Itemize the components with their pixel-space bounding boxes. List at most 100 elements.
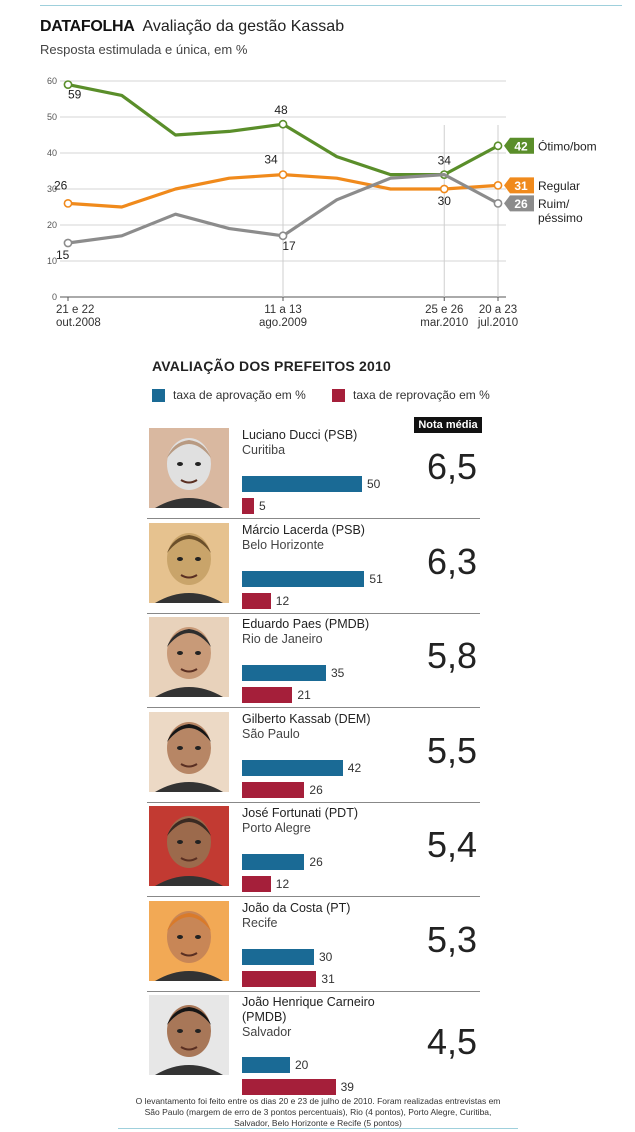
data-label: 34	[264, 153, 278, 167]
mayor-name-block: José Fortunati (PDT) Porto Alegre	[242, 806, 392, 836]
end-point	[493, 198, 503, 208]
mayor-name-block: Gilberto Kassab (DEM) São Paulo	[242, 712, 392, 742]
mayor-photo	[149, 428, 229, 508]
legend-approval-label: taxa de aprovação em %	[173, 388, 306, 402]
disapproval-bar	[242, 781, 305, 798]
mayor-row: Eduardo Paes (PMDB) Rio de Janeiro 35 21 5,8	[147, 617, 480, 707]
data-label: 26	[54, 178, 68, 192]
mayor-city: Recife	[242, 915, 278, 930]
approval-bar	[242, 1057, 290, 1073]
mayor-row: João Henrique Carneiro (PMDB) Salvador 20 3…	[147, 995, 480, 1095]
data-point	[278, 231, 288, 241]
x-tick-label: mar.2010	[420, 317, 468, 329]
approval-value: 35	[331, 666, 345, 680]
mayor-name: José Fortunati (PDT)	[242, 806, 359, 820]
mayor-name-block: João Henrique Carneiro (PMDB) Salvador	[242, 995, 392, 1040]
disapproval-bar	[242, 592, 271, 609]
x-tick-label: out.2008	[56, 317, 101, 329]
x-tick-label: 11 a 13	[264, 304, 302, 316]
disapproval-bar	[242, 687, 293, 703]
data-label: 30	[438, 194, 452, 208]
y-tick-label: 30	[47, 184, 57, 194]
disapproval-value: 39	[340, 1080, 354, 1094]
mayor-name: João da Costa (PT)	[242, 900, 351, 915]
mayor-row: Luciano Ducci (PSB) Curitiba 50 5 6,5	[147, 428, 480, 518]
nota-media-value: 6,5	[427, 446, 478, 487]
approval-bar	[242, 759, 343, 776]
disapproval-value: 12	[275, 593, 290, 608]
bottom-rule	[118, 1128, 518, 1129]
end-badge	[504, 137, 534, 154]
footnote: O levantamento foi feito entre os dias 2…	[135, 1096, 501, 1128]
nota-media-value: 4,5	[427, 1021, 478, 1062]
mayor-photo	[149, 995, 229, 1075]
approval-bar	[242, 665, 326, 681]
disapproval-bar	[242, 970, 317, 987]
chart-subtitle: Resposta estimulada e única, em %	[40, 42, 248, 57]
top-rule	[40, 5, 622, 6]
approval-value: 51	[369, 571, 383, 586]
data-point	[278, 170, 288, 179]
x-tick-label: 25 e 26	[425, 304, 463, 316]
series-name-label: Ótimo/bom	[538, 138, 597, 153]
mayor-city: Porto Alegre	[242, 821, 311, 835]
legend-disapproval-label: taxa de reprovação em %	[353, 388, 490, 402]
mayor-city: Salvador	[242, 1025, 292, 1039]
mayor-city: Belo Horizonte	[242, 537, 324, 552]
mayor-name: Luciano Ducci (PSB)	[242, 428, 358, 442]
disapproval-value: 21	[297, 688, 311, 702]
mayor-row: José Fortunati (PDT) Porto Alegre 26 12 5,4	[147, 806, 480, 896]
end-point	[493, 180, 503, 190]
approval-bar	[242, 948, 314, 965]
portrait-icon	[149, 900, 229, 981]
mayor-row: João da Costa (PT) Recife 30 31 5,3	[147, 900, 480, 991]
approval-value: 42	[347, 760, 362, 775]
end-badge-value: 31	[514, 179, 528, 193]
portrait-icon	[149, 995, 229, 1075]
nota-media-header: Nota média	[414, 417, 482, 433]
series-name-label: Ruim/	[538, 197, 570, 211]
end-badge-value: 26	[514, 197, 528, 211]
data-label: 59	[68, 88, 82, 102]
nota-media-value: 5,8	[427, 635, 478, 676]
approval-value: 30	[319, 949, 333, 964]
mayor-row: Márcio Lacerda (PSB) Belo Horizonte 51 12 6,…	[147, 522, 480, 613]
legend-approval: taxa de aprovação em %	[152, 388, 306, 402]
disapproval-value: 5	[259, 499, 266, 513]
disapproval-bar	[242, 876, 271, 892]
data-point	[439, 184, 449, 194]
x-tick-label: 20 a 23	[479, 304, 517, 316]
mayor-city: Rio de Janeiro	[242, 632, 323, 646]
portrait-icon	[149, 806, 229, 886]
mayor-city: São Paulo	[242, 726, 300, 741]
legend-disapproval: taxa de reprovação em %	[332, 388, 490, 402]
mayor-photo	[149, 711, 229, 792]
end-badge	[504, 177, 534, 194]
approval-bar	[242, 476, 362, 492]
mayor-city: Curitiba	[242, 443, 286, 457]
data-point	[63, 198, 73, 208]
portrait-icon	[149, 522, 229, 603]
chart-title: Avaliação da gestão Kassab	[142, 18, 345, 35]
data-label: 34	[438, 154, 452, 168]
row-separator	[147, 518, 480, 519]
data-label: 48	[274, 103, 288, 117]
row-separator	[147, 707, 480, 708]
row-separator	[147, 990, 480, 992]
series-name-label: Regular	[538, 179, 580, 193]
mayor-name-block: Luciano Ducci (PSB) Curitiba	[242, 428, 392, 458]
disapproval-value: 12	[275, 877, 290, 891]
nota-media-value: 6,3	[427, 540, 478, 582]
mayor-name: Eduardo Paes (PMDB)	[242, 617, 370, 631]
mayor-name-block: João da Costa (PT) Recife	[242, 901, 392, 931]
mayor-photo	[149, 617, 229, 697]
mayor-photo	[149, 900, 229, 981]
row-separator	[147, 612, 480, 614]
mayor-name-block: Eduardo Paes (PMDB) Rio de Janeiro	[242, 617, 392, 647]
y-tick-label: 50	[47, 112, 57, 122]
y-tick-label: 40	[47, 148, 57, 158]
disapproval-bar	[242, 1079, 336, 1095]
series-name-label: péssimo	[538, 211, 583, 225]
data-point	[63, 238, 73, 248]
